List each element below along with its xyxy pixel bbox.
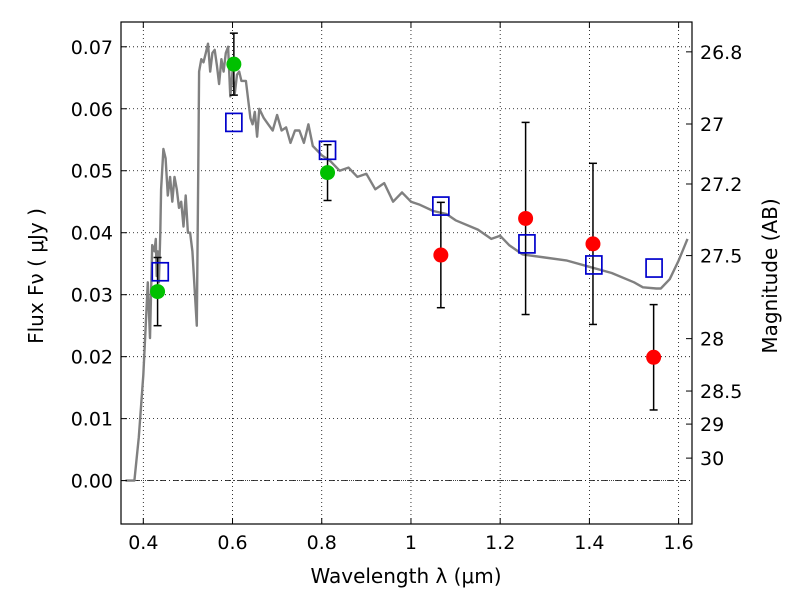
y2-tick-label: 26.8 xyxy=(700,42,742,64)
y2-tick-label: 29 xyxy=(700,414,724,436)
x-tick-label: 0.4 xyxy=(128,532,158,554)
x-tick-label: 1 xyxy=(405,532,417,554)
axes-frame xyxy=(120,21,693,525)
model-spectrum-line xyxy=(125,42,689,482)
plot-area xyxy=(121,22,692,524)
y2-tick-labels: 26.8 27 27.2 27.5 28 28.5 29 30 xyxy=(700,42,742,470)
x-axis-title: Wavelength λ (μm) xyxy=(310,564,501,588)
x-tick-label: 0.6 xyxy=(217,532,247,554)
y2-axis-title: Magnitude (AB) xyxy=(758,198,782,353)
model-photometry-square xyxy=(225,112,243,133)
y2-tick-label: 28 xyxy=(700,329,724,351)
data-point xyxy=(320,165,336,181)
data-point xyxy=(646,349,662,365)
y-tick-label: 0.02 xyxy=(71,347,113,369)
data-point xyxy=(433,247,449,263)
y-tick-label: 0.03 xyxy=(71,285,113,307)
plot-background xyxy=(121,22,692,524)
y-tick-label: 0.04 xyxy=(71,223,113,245)
model-photometry-square xyxy=(151,261,170,282)
axes-border xyxy=(120,21,693,525)
y-tick-label: 0.01 xyxy=(71,409,113,431)
x-tick-label: 1.6 xyxy=(664,532,694,554)
model-photometry-square xyxy=(431,196,450,216)
y-axis-title: Flux Fν ( μJy ) xyxy=(24,208,48,344)
y2-tick-label: 27 xyxy=(700,114,724,136)
y-tick-label: 0.07 xyxy=(71,37,113,59)
model-photometry-square xyxy=(318,140,337,161)
y2-tick-label: 27.5 xyxy=(700,246,742,268)
y-tick-label: 0.00 xyxy=(71,471,113,493)
data-points xyxy=(150,32,663,411)
model-photometry-square xyxy=(585,255,603,275)
x-tick-label: 1.2 xyxy=(485,532,515,554)
model-spectrum xyxy=(125,42,689,482)
data-point xyxy=(585,236,601,252)
y-tick-labels: 0.00 0.01 0.02 0.03 0.04 0.05 0.06 0.07 xyxy=(71,37,113,493)
model-photometry-square xyxy=(518,234,536,254)
y2-tick-label: 28.5 xyxy=(700,381,742,403)
data-point xyxy=(226,56,242,72)
x-tick-label: 1.4 xyxy=(574,532,604,554)
y2-tick-label: 27.2 xyxy=(700,174,742,196)
y-tick-label: 0.05 xyxy=(71,161,113,183)
y2-tick-label: 30 xyxy=(700,448,724,470)
y-tick-label: 0.06 xyxy=(71,99,113,121)
x-tick-label: 0.8 xyxy=(307,532,337,554)
model-photometry-square xyxy=(645,258,663,278)
data-point xyxy=(150,284,166,300)
data-point xyxy=(518,210,534,226)
x-tick-labels: 0.4 0.6 0.8 1 1.2 1.4 1.6 xyxy=(128,532,694,554)
